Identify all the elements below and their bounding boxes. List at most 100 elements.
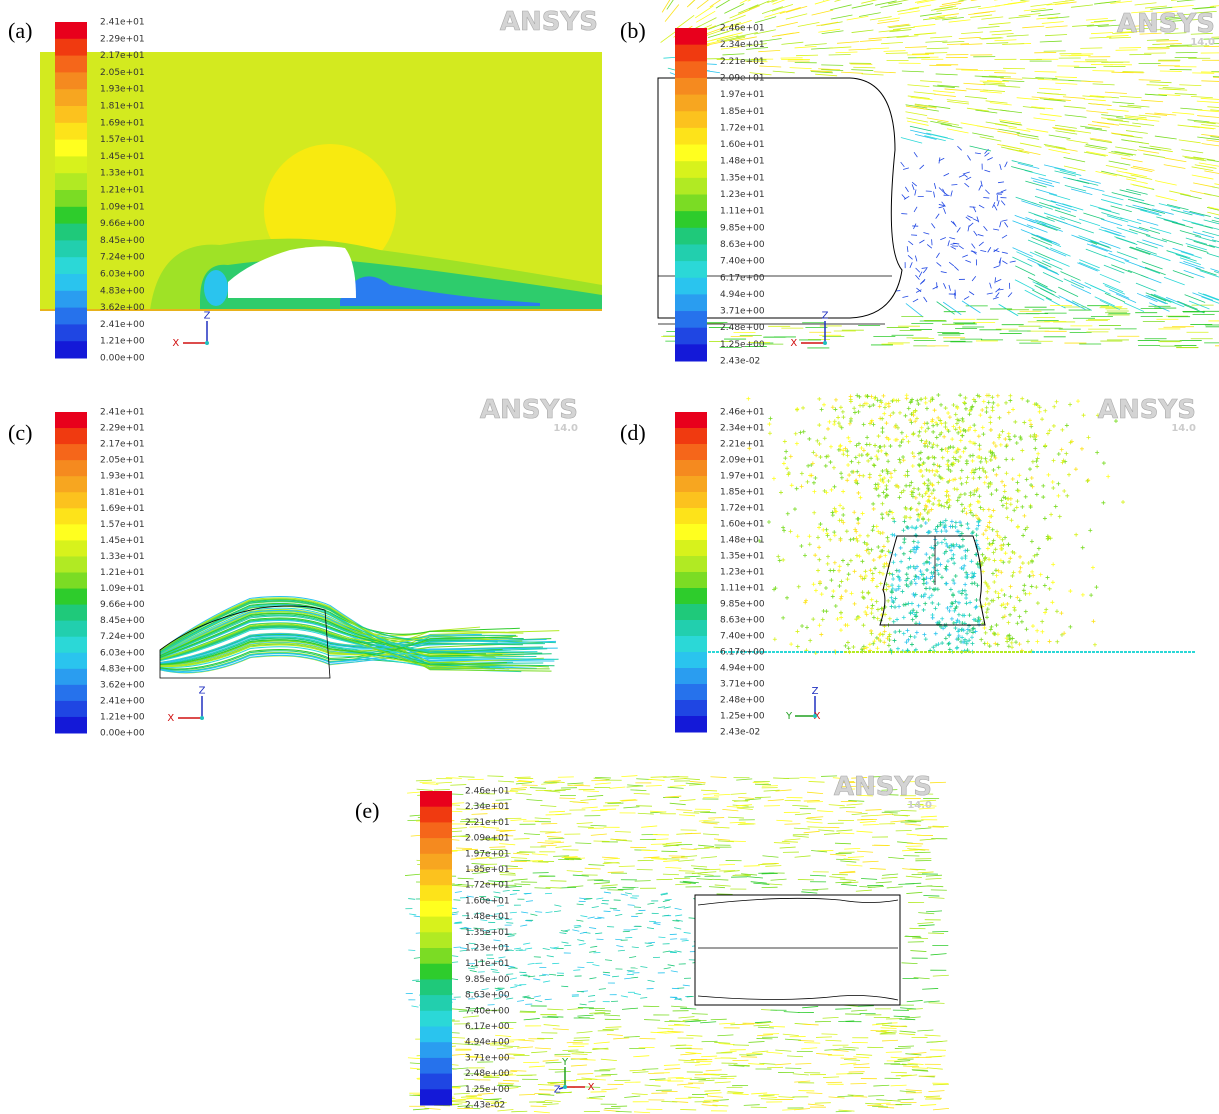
colorbar-swatch [55,106,87,123]
velocity-vector [599,1069,615,1070]
velocity-vector [554,905,561,906]
velocity-vector [857,460,861,464]
velocity-vector [1005,471,1009,475]
velocity-vector [1012,508,1016,512]
logo: ANSYS [480,395,578,425]
velocity-vector [816,535,820,539]
velocity-vector [1092,122,1114,125]
velocity-vector [964,172,970,174]
velocity-vector [516,782,532,783]
velocity-vector [1147,40,1169,41]
colorbar-label: 9.66e+00 [100,600,145,610]
velocity-vector [560,887,576,888]
velocity-vector [898,495,902,499]
velocity-vector [628,905,635,906]
velocity-vector [972,244,976,249]
velocity-vector [510,986,517,987]
velocity-vector [984,170,990,172]
velocity-vector [1076,399,1080,403]
velocity-vector [591,825,607,826]
velocity-vector [803,1024,819,1025]
velocity-vector [511,1111,527,1112]
velocity-vector [986,641,990,645]
velocity-vector [979,242,984,246]
velocity-vector [985,410,989,414]
velocity-vector [917,1030,933,1031]
velocity-vector [963,549,967,553]
velocity-vector [857,453,861,457]
velocity-vector [911,451,915,455]
velocity-vector [895,617,899,621]
velocity-vector [1071,5,1093,7]
velocity-vector [1090,205,1111,211]
velocity-vector [994,73,1016,74]
velocity-vector [888,633,892,637]
velocity-vector [1009,502,1013,506]
velocity-vector [908,507,912,511]
velocity-vector [1127,141,1149,144]
velocity-vector [881,490,885,494]
velocity-vector [1091,619,1095,623]
velocity-vector [1065,423,1069,427]
velocity-vector [601,903,608,904]
velocity-vector [641,826,657,827]
velocity-vector [1202,231,1219,237]
colorbar-label: 1.48e+01 [465,912,510,922]
velocity-vector [833,407,837,411]
velocity-vector [701,857,717,858]
velocity-vector [1056,147,1078,151]
velocity-vector [963,492,967,496]
velocity-vector [955,645,959,649]
colorbar-label: 2.34e+01 [720,40,765,50]
velocity-vector [993,297,999,299]
colorbar-label: 0.00e+00 [100,354,145,364]
velocity-vector [684,932,691,933]
velocity-vector [910,602,914,606]
velocity-vector [730,793,746,794]
velocity-vector [1000,221,1001,227]
velocity-vector [883,554,887,558]
velocity-vector [676,844,692,845]
velocity-vector [817,397,821,401]
velocity-vector [416,780,432,781]
velocity-vector [913,299,918,302]
velocity-vector [519,972,526,973]
velocity-vector [749,1,769,9]
velocity-vector [924,401,928,405]
velocity-vector [1051,562,1055,566]
colorbar-swatch [675,61,707,78]
velocity-vector [987,393,991,397]
velocity-vector [663,874,679,875]
velocity-vector [969,292,974,295]
velocity-vector [674,928,681,929]
colorbar-swatch [420,979,452,995]
velocity-vector [946,559,950,563]
velocity-vector [812,889,828,890]
velocity-vector [931,483,935,487]
velocity-vector [1039,88,1061,89]
colorbar-swatch [55,308,87,325]
velocity-vector [870,868,886,869]
velocity-vector [924,586,928,590]
velocity-vector [1005,516,1009,520]
velocity-vector [577,1074,593,1075]
velocity-vector [780,847,796,848]
velocity-vector [995,574,999,578]
velocity-vector [1038,405,1042,409]
velocity-vector [841,513,845,517]
velocity-vector [1101,219,1122,225]
velocity-vector [937,602,941,606]
velocity-vector [510,912,517,913]
velocity-vector [1003,606,1007,610]
velocity-vector [940,529,944,533]
velocity-vector [782,841,798,842]
velocity-vector [775,1064,791,1065]
velocity-vector [959,175,964,177]
velocity-vector [755,797,771,798]
velocity-vector [924,521,928,525]
velocity-vector [858,1006,874,1007]
velocity-vector [794,432,798,436]
velocity-vector [1139,115,1161,117]
velocity-vector [959,6,981,9]
velocity-vector [804,831,820,832]
